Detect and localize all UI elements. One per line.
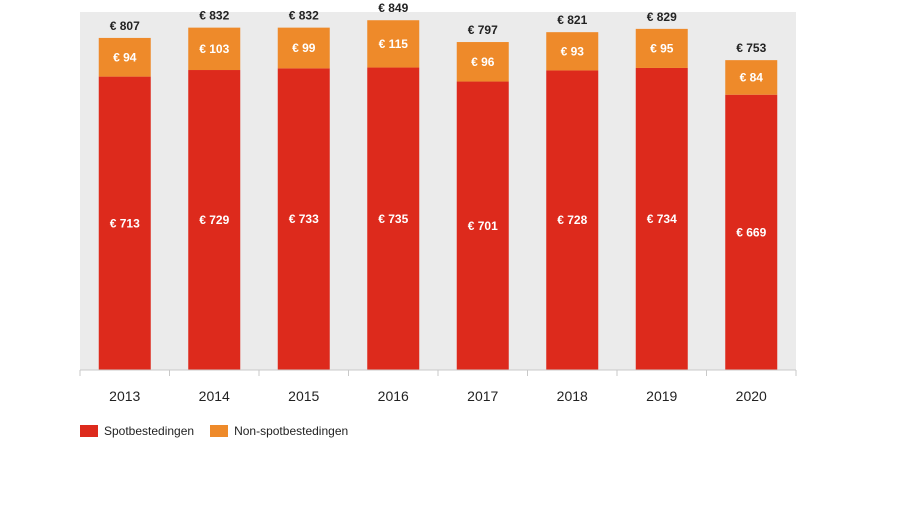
data-label-spot-2020: € 669 [736,225,766,239]
bar-non-spot-2013 [98,37,151,77]
bar-non-spot-2016 [367,20,420,68]
data-label-spot-2016: € 735 [378,212,408,226]
plot-background [80,12,796,370]
x-tick-label-2013: 2013 [109,388,140,404]
bar-spot-2018 [546,70,599,370]
data-label-non-spot-2020: € 84 [740,70,764,84]
bar-spot-2019 [635,67,688,370]
data-label-spot-2019: € 734 [647,212,677,226]
x-tick-label-2019: 2019 [646,388,677,404]
data-label-non-spot-2019: € 95 [650,41,674,55]
x-axis: 2013 2014 2015 2016 2017 2018 2019 2020 [79,370,797,404]
bar-spot-2016 [367,67,420,370]
x-tick-label-2017: 2017 [467,388,498,404]
data-label-spot-2013: € 713 [110,216,140,230]
legend: Spotbestedingen Non-spotbestedingen [80,424,364,438]
data-label-spot-2018: € 728 [557,213,587,227]
x-tick-label-2020: 2020 [736,388,767,404]
total-label-2014: € 832 [199,9,229,23]
bar-non-spot-2014 [188,27,241,71]
data-label-non-spot-2017: € 96 [471,55,495,69]
x-tick-label-2015: 2015 [288,388,319,404]
total-label-2013: € 807 [110,19,140,33]
legend-item-spot: Spotbestedingen [80,424,194,438]
bar-spot-2020 [725,94,778,371]
bar-non-spot-2018 [546,32,599,71]
total-label-2019: € 829 [647,10,677,24]
total-label-2016: € 849 [378,1,408,15]
data-label-spot-2014: € 729 [199,213,229,227]
data-label-spot-2015: € 733 [289,212,319,226]
bar-non-spot-2017 [456,42,509,82]
data-label-non-spot-2016: € 115 [379,37,409,51]
total-label-2020: € 753 [736,41,766,55]
x-tick-label-2016: 2016 [378,388,409,404]
total-label-2018: € 821 [557,13,587,27]
data-label-non-spot-2014: € 103 [199,42,229,56]
total-label-2017: € 797 [468,23,498,37]
bar-non-spot-2020 [725,60,778,95]
labels-layer: € 713 € 94 € 807 € 729 € 103 € 832 € 733 € 99 € … [110,1,767,239]
bar-spot-2014 [188,70,241,370]
bar-spot-2013 [98,76,151,370]
legend-label-spot: Spotbestedingen [104,424,195,438]
data-label-spot-2017: € 701 [468,219,498,233]
bar-non-spot-2019 [635,28,688,68]
total-label-2015: € 832 [289,9,319,23]
legend-swatch-non-spot [210,425,229,437]
x-tick-label-2018: 2018 [557,388,588,404]
legend-swatch-spot [80,425,98,437]
data-label-non-spot-2018: € 93 [561,44,585,58]
legend-label-non-spot: Non-spotbestedingen [234,424,349,438]
bar-spot-2017 [456,81,509,370]
data-label-non-spot-2013: € 94 [113,50,137,64]
bar-spot-2015 [277,68,330,371]
x-tick-label-2014: 2014 [199,388,230,404]
bars-layer [98,20,778,371]
legend-item-non-spot: Non-spotbestedingen [210,424,348,438]
bar-non-spot-2015 [277,27,330,69]
data-label-non-spot-2015: € 99 [292,41,316,55]
